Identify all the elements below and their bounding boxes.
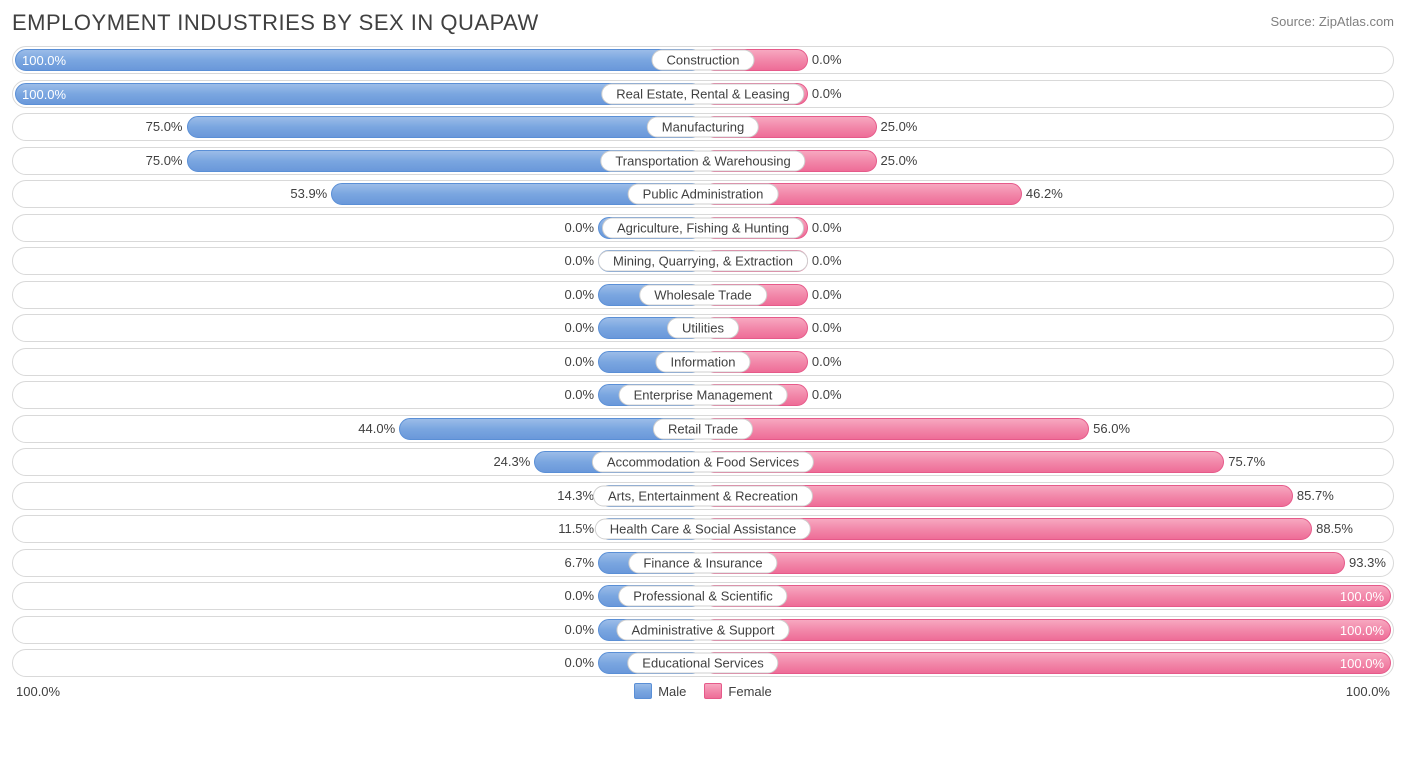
female-pct-label: 75.7% <box>1228 451 1265 473</box>
female-pct-label: 56.0% <box>1093 418 1130 440</box>
female-pct-label: 0.0% <box>812 384 842 406</box>
female-pct-label: 25.0% <box>881 116 918 138</box>
female-pct-label: 0.0% <box>812 217 842 239</box>
bar-row: 100.0% 0.0% Construction <box>12 46 1394 74</box>
category-label: Administrative & Support <box>616 619 789 640</box>
male-pct-label: 100.0% <box>22 50 66 72</box>
axis-right-label: 100.0% <box>1346 684 1390 699</box>
male-pct-label: 0.0% <box>564 384 594 406</box>
bar-row: 11.5% 88.5% Health Care & Social Assistanc… <box>12 515 1394 543</box>
bar-row: 24.3% 75.7% Accommodation & Food Services <box>12 448 1394 476</box>
male-pct-label: 6.7% <box>564 552 594 574</box>
female-pct-label: 88.5% <box>1316 518 1353 540</box>
male-pct-label: 14.3% <box>557 485 594 507</box>
legend-male: Male <box>634 683 686 699</box>
bar-row: 14.3% 85.7% Arts, Entertainment & Recreati… <box>12 482 1394 510</box>
legend-male-label: Male <box>658 684 686 699</box>
bar-row: 0.0% 0.0%Mining, Quarrying, & Extraction <box>12 247 1394 275</box>
category-label: Construction <box>652 50 755 71</box>
male-pct-label: 0.0% <box>564 619 594 641</box>
category-label: Retail Trade <box>653 418 753 439</box>
female-swatch-icon <box>704 683 722 699</box>
male-pct-label: 0.0% <box>564 284 594 306</box>
male-pct-label: 100.0% <box>22 84 66 106</box>
category-label: Public Administration <box>628 184 779 205</box>
category-label: Manufacturing <box>647 117 759 138</box>
female-pct-label: 46.2% <box>1026 183 1063 205</box>
legend-female-label: Female <box>728 684 771 699</box>
female-pct-label: 0.0% <box>812 250 842 272</box>
bar-row: 0.0% 100.0% Administrative & Support <box>12 616 1394 644</box>
bar-row: 0.0% 100.0% Educational Services <box>12 649 1394 677</box>
bar-row: 75.0% 25.0% Transportation & Warehousing <box>12 147 1394 175</box>
female-bar: 100.0% <box>703 619 1391 641</box>
bar-row: 75.0% 25.0% Manufacturing <box>12 113 1394 141</box>
source-label: Source: ZipAtlas.com <box>1270 14 1394 29</box>
female-bar: 100.0% <box>703 652 1391 674</box>
category-label: Agriculture, Fishing & Hunting <box>602 217 804 238</box>
category-label: Wholesale Trade <box>639 284 767 305</box>
male-pct-label: 11.5% <box>558 518 594 540</box>
category-label: Professional & Scientific <box>618 586 787 607</box>
footer: 100.0% Male Female 100.0% <box>12 683 1394 699</box>
female-pct-label: 100.0% <box>1340 586 1384 608</box>
female-pct-label: 0.0% <box>812 351 842 373</box>
male-pct-label: 44.0% <box>358 418 395 440</box>
bar-row: 0.0% 0.0% Information <box>12 348 1394 376</box>
female-bar: 100.0% <box>703 585 1391 607</box>
chart-container: EMPLOYMENT INDUSTRIES BY SEX IN QUAPAW S… <box>0 0 1406 707</box>
category-label: Information <box>655 351 750 372</box>
category-label: Real Estate, Rental & Leasing <box>601 83 804 104</box>
category-label: Transportation & Warehousing <box>600 150 805 171</box>
female-pct-label: 0.0% <box>812 317 842 339</box>
male-pct-label: 0.0% <box>564 217 594 239</box>
category-label: Educational Services <box>627 653 778 674</box>
male-pct-label: 53.9% <box>290 183 327 205</box>
female-pct-label: 0.0% <box>812 49 842 71</box>
category-label: Accommodation & Food Services <box>592 452 814 473</box>
male-pct-label: 24.3% <box>493 451 530 473</box>
male-swatch-icon <box>634 683 652 699</box>
male-pct-label: 0.0% <box>564 351 594 373</box>
male-pct-label: 0.0% <box>564 317 594 339</box>
female-pct-label: 25.0% <box>881 150 918 172</box>
male-pct-label: 0.0% <box>564 652 594 674</box>
bar-row: 100.0% 0.0% Real Estate, Rental & Leasing <box>12 80 1394 108</box>
male-pct-label: 0.0% <box>564 585 594 607</box>
bar-row: 0.0% 0.0% Wholesale Trade <box>12 281 1394 309</box>
bar-row: 44.0% 56.0% Retail Trade <box>12 415 1394 443</box>
category-label: Health Care & Social Assistance <box>595 519 811 540</box>
male-bar <box>187 116 704 138</box>
legend: Male Female <box>634 683 772 699</box>
axis-left-label: 100.0% <box>16 684 60 699</box>
female-pct-label: 85.7% <box>1297 485 1334 507</box>
female-pct-label: 100.0% <box>1340 620 1384 642</box>
male-bar: 100.0% <box>15 83 703 105</box>
bar-row: 0.0% 0.0% Agriculture, Fishing & Hunting <box>12 214 1394 242</box>
male-bar: 100.0% <box>15 49 703 71</box>
bar-row: 53.9% 46.2% Public Administration <box>12 180 1394 208</box>
legend-female: Female <box>704 683 771 699</box>
category-label: Enterprise Management <box>619 385 788 406</box>
category-label: Mining, Quarrying, & Extraction <box>598 251 808 272</box>
female-pct-label: 100.0% <box>1340 653 1384 675</box>
diverging-bar-chart: 100.0% 0.0% Construction 100.0% 0.0% Real Est… <box>12 46 1394 677</box>
category-label: Utilities <box>667 318 739 339</box>
bar-row: 6.7% 93.3% Finance & Insurance <box>12 549 1394 577</box>
male-pct-label: 75.0% <box>146 116 183 138</box>
female-pct-label: 0.0% <box>812 284 842 306</box>
chart-title: EMPLOYMENT INDUSTRIES BY SEX IN QUAPAW <box>12 10 539 36</box>
bar-row: 0.0% 0.0% Enterprise Management <box>12 381 1394 409</box>
category-label: Finance & Insurance <box>628 552 777 573</box>
female-bar <box>703 552 1345 574</box>
male-pct-label: 0.0% <box>564 250 594 272</box>
bar-row: 0.0% 100.0% Professional & Scientific <box>12 582 1394 610</box>
category-label: Arts, Entertainment & Recreation <box>593 485 813 506</box>
female-pct-label: 0.0% <box>812 83 842 105</box>
header: EMPLOYMENT INDUSTRIES BY SEX IN QUAPAW S… <box>12 10 1394 36</box>
bar-row: 0.0% 0.0% Utilities <box>12 314 1394 342</box>
female-pct-label: 93.3% <box>1349 552 1386 574</box>
female-bar <box>703 418 1089 440</box>
male-pct-label: 75.0% <box>146 150 183 172</box>
